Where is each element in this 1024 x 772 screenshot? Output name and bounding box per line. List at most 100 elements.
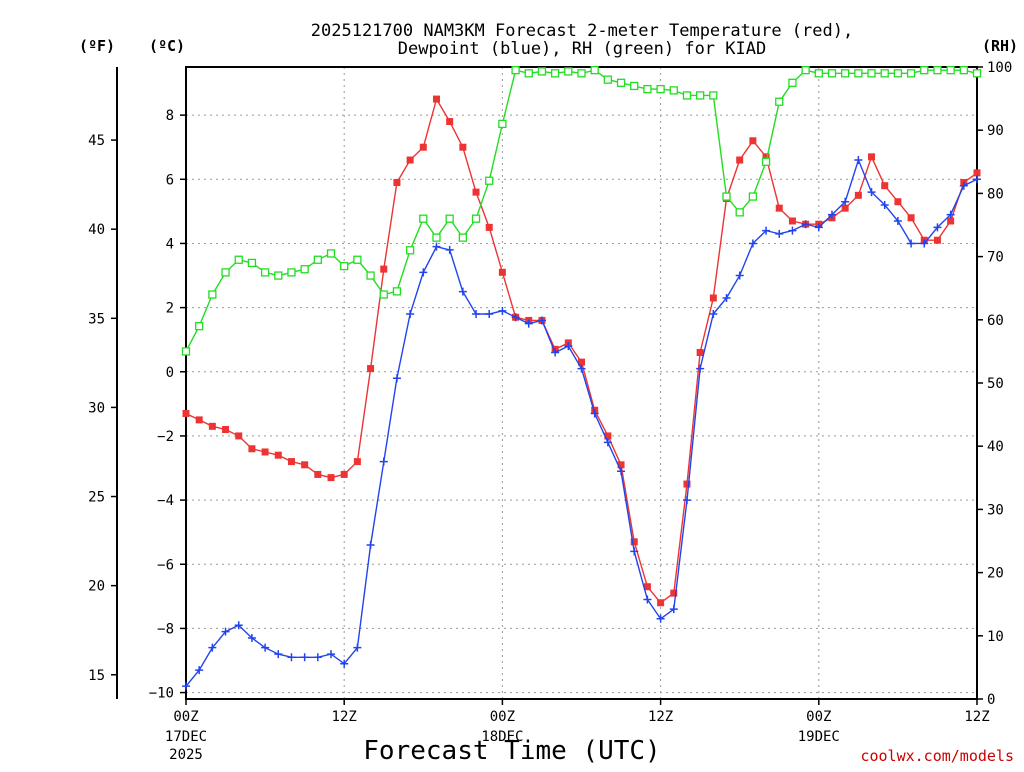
dewpoint-point <box>340 659 349 668</box>
temperature-point <box>459 143 467 151</box>
temperature-point <box>301 461 309 469</box>
temperature-point <box>287 458 295 466</box>
rh-point <box>287 268 296 277</box>
rh-point <box>392 287 402 296</box>
dewpoint-point <box>287 653 296 662</box>
rh-tick-label: 10 <box>987 629 1004 645</box>
dewpoint-point <box>274 650 283 659</box>
temperature-point <box>696 349 704 357</box>
dewpoint-point <box>551 348 560 357</box>
celsius-tick-label: 6 <box>166 172 174 188</box>
rh-point <box>564 67 573 76</box>
dewpoint-point <box>827 210 836 219</box>
fahrenheit-unit-label: (ºF) <box>79 37 115 55</box>
dewpoint-point <box>392 374 401 383</box>
temperature-point <box>841 204 849 212</box>
chart-title-line1: 2025121700 NAM3KM Forecast 2-meter Tempe… <box>311 21 853 41</box>
dewpoint-point <box>788 226 797 235</box>
temperature-point <box>472 188 480 196</box>
temperature-point <box>432 95 440 103</box>
dewpoint-point <box>379 457 388 466</box>
rh-point <box>788 78 797 87</box>
rh-point <box>590 66 599 75</box>
dewpoint-point <box>247 634 256 643</box>
dewpoint-point <box>854 156 863 165</box>
rh-point <box>221 268 230 277</box>
rh-tick-label: 90 <box>987 123 1004 139</box>
rh-point <box>775 97 784 106</box>
dewpoint-point <box>748 239 757 248</box>
rh-point <box>313 255 322 264</box>
rh-unit-label: (RH) <box>982 37 1018 55</box>
rh-point <box>841 69 850 78</box>
celsius-tick-label: −6 <box>157 557 174 573</box>
celsius-tick-label: −10 <box>149 686 174 702</box>
temperature-series-line <box>185 97 978 604</box>
axes: −10−8−6−4−202468152025303540450102030405… <box>88 60 1012 763</box>
temperature-point <box>498 268 506 276</box>
celsius-tick-label: 4 <box>166 236 174 252</box>
rh-point <box>498 119 507 129</box>
dewpoint-point <box>893 216 902 225</box>
rh-point <box>933 66 942 75</box>
fahrenheit-tick-label: 20 <box>88 579 105 595</box>
temperature-point <box>617 461 625 469</box>
x-tick-label: 12Z <box>332 709 357 725</box>
temperature-point <box>670 589 678 597</box>
dewpoint-point <box>577 364 586 373</box>
temperature-point <box>762 153 770 161</box>
rh-point <box>577 69 586 78</box>
fahrenheit-tick-label: 35 <box>88 311 105 327</box>
temperature-point <box>419 143 427 151</box>
fahrenheit-tick-label: 45 <box>88 133 105 149</box>
x-tick-label: 12Z <box>648 709 673 725</box>
rh-point <box>814 69 823 78</box>
temperature-point <box>868 153 876 161</box>
rh-point <box>379 290 388 299</box>
celsius-tick-label: 8 <box>166 108 174 124</box>
rh-tick-label: 80 <box>987 186 1004 202</box>
temperature-point <box>854 191 862 199</box>
dewpoint-point <box>353 643 362 652</box>
rh-point <box>630 81 639 91</box>
rh-point <box>419 214 428 223</box>
rh-tick-label: 50 <box>987 376 1004 392</box>
dewpoint-point <box>959 181 968 190</box>
rh-point <box>274 271 283 280</box>
rh-point <box>946 66 955 75</box>
temperature-point <box>709 294 717 302</box>
dewpoint-point <box>485 310 494 319</box>
dewpoint-point <box>432 242 441 251</box>
dewpoint-point <box>867 188 876 197</box>
rh-tick-label: 100 <box>987 60 1012 76</box>
rh-tick-label: 20 <box>987 566 1004 582</box>
x-tick-date-label: 17DEC <box>165 729 207 745</box>
fahrenheit-tick-label: 25 <box>88 490 105 506</box>
rh-tick-label: 60 <box>987 313 1004 329</box>
temperature-point <box>208 422 216 430</box>
rh-point <box>458 233 468 242</box>
rh-point <box>353 255 362 264</box>
temperature-point <box>248 445 256 453</box>
dewpoint-point <box>775 229 784 238</box>
celsius-tick-label: 0 <box>166 365 174 381</box>
rh-point <box>485 176 494 185</box>
rh-point <box>181 347 191 356</box>
rh-point <box>432 233 441 242</box>
dewpoint-point <box>907 239 916 248</box>
rh-point <box>405 246 415 255</box>
rh-point <box>867 69 876 78</box>
temperature-point <box>578 358 585 366</box>
temperature-point <box>314 470 322 478</box>
rh-point <box>656 84 665 94</box>
rh-point <box>906 69 916 78</box>
dewpoint-point <box>801 220 810 229</box>
dewpoint-point <box>445 245 454 254</box>
temperature-point <box>367 365 375 373</box>
rh-point <box>445 214 454 223</box>
data-series <box>181 66 982 691</box>
rh-point <box>801 66 810 75</box>
dewpoint-point <box>590 409 599 418</box>
